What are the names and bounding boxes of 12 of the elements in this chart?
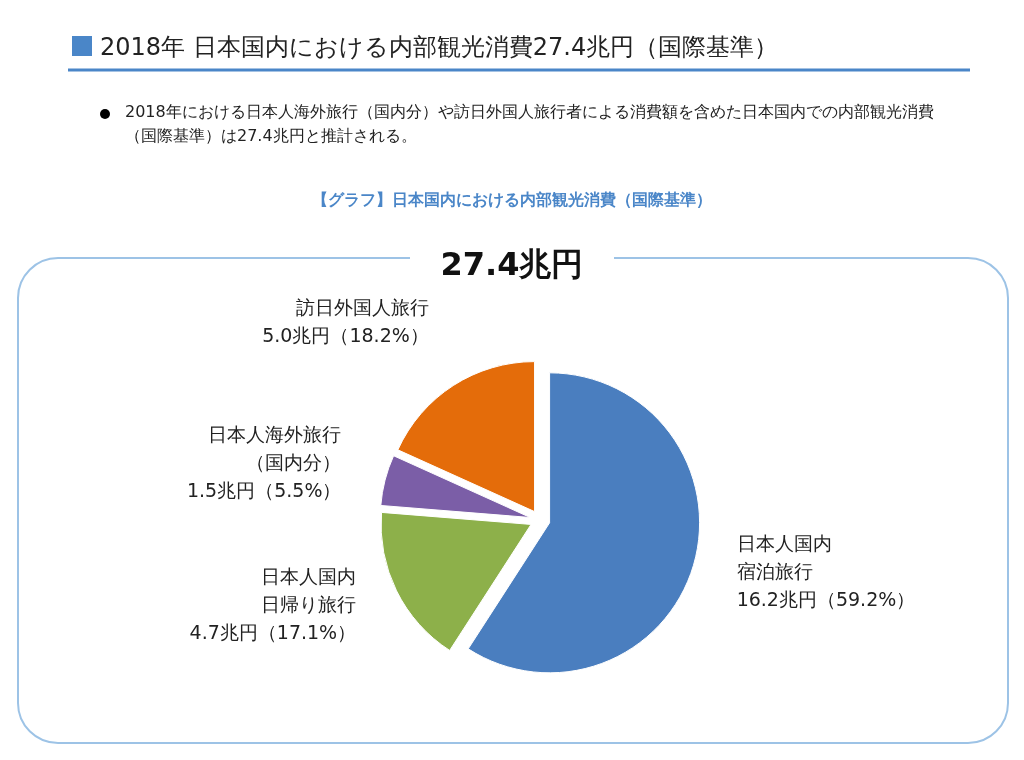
chart-subtitle: 2018年における日本人海外旅行（国内分）や訪日外国人旅行者による消費額を含めた日本国内での内部観光消費（国際基準）は27.4兆円と推計される。	[125, 101, 935, 147]
data-label: 1.5兆円（5.5%）	[186, 478, 342, 501]
text: 27.4兆円	[440, 245, 584, 283]
data-label: 4.7兆円（17.1%）	[189, 620, 357, 643]
data-label: 5.0兆円（18.2%）	[262, 323, 429, 346]
chart-title: 2018年 日本国内における内部観光消費27.4兆円（国際基準）	[100, 33, 779, 61]
slice-label: 日本人国内宿泊旅行	[736, 531, 832, 582]
text: 【グラフ】日本国内における内部観光消費（国際基準）	[312, 190, 712, 209]
slice-label: 日本人海外旅行（国内分）	[208, 422, 342, 473]
slice-label: 訪日外国人旅行	[295, 295, 429, 318]
slice-label: 日本人国内日帰り旅行	[261, 564, 357, 615]
data-label: 16.2兆円（59.2%）	[736, 587, 916, 610]
